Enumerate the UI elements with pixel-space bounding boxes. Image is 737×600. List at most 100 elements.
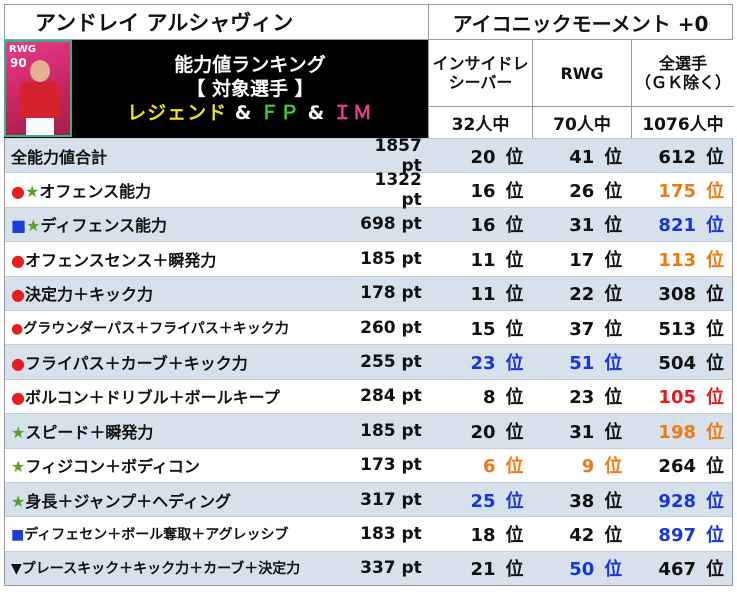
rank-suffix: 位	[505, 284, 524, 306]
column-header-label: RWG	[560, 63, 604, 83]
rank-suffix: 位	[706, 215, 724, 237]
green-star-icon: ★	[24, 182, 40, 202]
banner-title: 能力値ランキング	[174, 54, 326, 76]
column-headers: インサイドレ シーバー RWG 全選手 （ＧＫ除く） 32人中 70人中 1076人…	[428, 40, 734, 138]
red-circle-icon: ●	[11, 250, 25, 270]
rank-suffix: 位	[706, 490, 724, 512]
rank-all-players: 612 位	[630, 143, 732, 169]
green-star-icon: ★	[11, 422, 26, 442]
triangle-down-icon: ▼	[11, 561, 22, 578]
table-row: ●グラウンダーパス＋フライパス＋キック力 260 pt 15 位 37 位 513 位	[5, 309, 732, 345]
ability-name: フライパス＋カーブ＋キック力	[24, 354, 248, 374]
rank-inside-receiver: 21 位	[428, 555, 532, 581]
rank-rwg: 51 位	[532, 349, 631, 375]
rank-suffix: 位	[706, 456, 724, 478]
rank-rwg: 38 位	[532, 487, 631, 513]
ability-points: 284 pt	[360, 386, 422, 407]
rank-inside-receiver: 18 位	[428, 521, 532, 547]
rank-rwg: 31 位	[532, 211, 631, 237]
rank-all-players: 105 位	[630, 383, 732, 409]
rank-all-players: 897 位	[630, 521, 732, 547]
rank-value: 25	[470, 490, 496, 512]
column-header-label: （ＧＫ除く）	[634, 73, 731, 92]
rank-value: 41	[569, 146, 595, 168]
rank-all-players: 113 位	[630, 246, 732, 272]
rank-suffix: 位	[505, 249, 524, 271]
rank-value: 11	[470, 249, 496, 271]
title-row: アンドレイ アルシャヴィン アイコニックモーメント +0	[4, 4, 733, 40]
rank-value: 21	[470, 559, 496, 581]
column-count-inside-receiver: 32人中	[429, 107, 533, 138]
rank-all-players: 513 位	[630, 315, 732, 341]
rank-value: 50	[569, 559, 595, 581]
ability-name: ディフェンス能力	[40, 216, 168, 236]
rank-all-players: 308 位	[630, 280, 732, 306]
rank-suffix: 位	[604, 318, 623, 340]
ability-label: ▼プレースキック＋キック力＋カーブ＋決定力	[5, 558, 352, 578]
rank-value: 105	[658, 387, 696, 409]
rank-inside-receiver: 23 位	[428, 349, 532, 375]
player-avatar-shorts	[26, 118, 54, 135]
ability-name: 全能力値合計	[11, 147, 108, 167]
ability-name: オフェンス能力	[39, 182, 151, 202]
rank-inside-receiver: 11 位	[428, 246, 532, 272]
rank-inside-receiver: 16 位	[428, 177, 532, 203]
rank-suffix: 位	[505, 215, 524, 237]
ability-name: スピード＋瞬発力	[25, 422, 154, 442]
rank-value: 612	[658, 146, 696, 168]
rank-value: 198	[658, 421, 696, 443]
rank-value: 113	[658, 249, 696, 271]
rank-value: 20	[470, 421, 496, 443]
target-legend: レジェンド	[127, 102, 228, 124]
rank-value: 18	[470, 524, 496, 546]
ability-label: ●オフェンスセンス＋瞬発力	[5, 247, 352, 271]
table-row: ●オフェンスセンス＋瞬発力 185 pt 11 位 17 位 113 位	[5, 241, 732, 276]
ability-label: 全能力値合計	[5, 144, 352, 168]
ranking-table: 全能力値合計 1857 pt 20 位 41 位 612 位 ●★オフェンス能力 1322 pt 1…	[4, 136, 733, 587]
ability-points: 173 pt	[360, 455, 422, 476]
rank-suffix: 位	[505, 181, 524, 203]
rank-all-players: 198 位	[630, 418, 732, 444]
ability-name: オフェンスセンス＋瞬発力	[24, 250, 217, 270]
card-position: RWG	[9, 44, 36, 55]
rank-value: 8	[483, 387, 496, 409]
rank-rwg: 37 位	[532, 315, 631, 341]
column-header-label: 全選手	[658, 54, 707, 73]
card-type: アイコニックモーメント +0	[429, 5, 732, 39]
rank-rwg: 42 位	[532, 521, 631, 547]
table-row: 全能力値合計 1857 pt 20 位 41 位 612 位	[5, 136, 732, 176]
rank-inside-receiver: 20 位	[428, 418, 532, 444]
rank-value: 16	[470, 181, 496, 203]
target-im: ＩＭ	[332, 102, 373, 124]
rank-value: 38	[569, 490, 595, 512]
ability-label: ■★ディフェンス能力	[5, 212, 352, 236]
ability-name: プレースキック＋キック力＋カーブ＋決定力	[21, 561, 301, 578]
rank-suffix: 位	[706, 146, 724, 168]
banner-target-players: レジェンド & ＦＰ & ＩＭ	[127, 101, 373, 125]
ability-points: 185 pt	[360, 420, 422, 441]
rank-suffix: 位	[505, 318, 524, 340]
column-header-rwg: RWG	[533, 40, 632, 107]
rank-rwg: 26 位	[532, 177, 631, 203]
ability-points: 317 pt	[360, 489, 422, 510]
player-card[interactable]: RWG 90	[4, 40, 72, 137]
table-row: ●★オフェンス能力 1322 pt 16 位 26 位 175 位	[5, 170, 732, 210]
rank-value: 504	[658, 353, 696, 375]
column-header-all-players: 全選手 （ＧＫ除く）	[632, 40, 734, 107]
rank-all-players: 821 位	[630, 211, 732, 237]
player-avatar-head	[30, 60, 50, 82]
rank-suffix: 位	[604, 524, 623, 546]
blue-square-icon: ■	[11, 216, 27, 236]
rank-suffix: 位	[604, 146, 623, 168]
rank-rwg: 17 位	[532, 246, 631, 272]
rank-suffix: 位	[706, 249, 724, 271]
rank-suffix: 位	[706, 524, 724, 546]
rank-value: 264	[658, 456, 696, 478]
rank-value: 51	[569, 353, 595, 375]
rank-rwg: 22 位	[532, 280, 631, 306]
rank-value: 26	[569, 181, 595, 203]
rank-all-players: 928 位	[630, 487, 732, 513]
ability-points: 255 pt	[360, 352, 422, 373]
